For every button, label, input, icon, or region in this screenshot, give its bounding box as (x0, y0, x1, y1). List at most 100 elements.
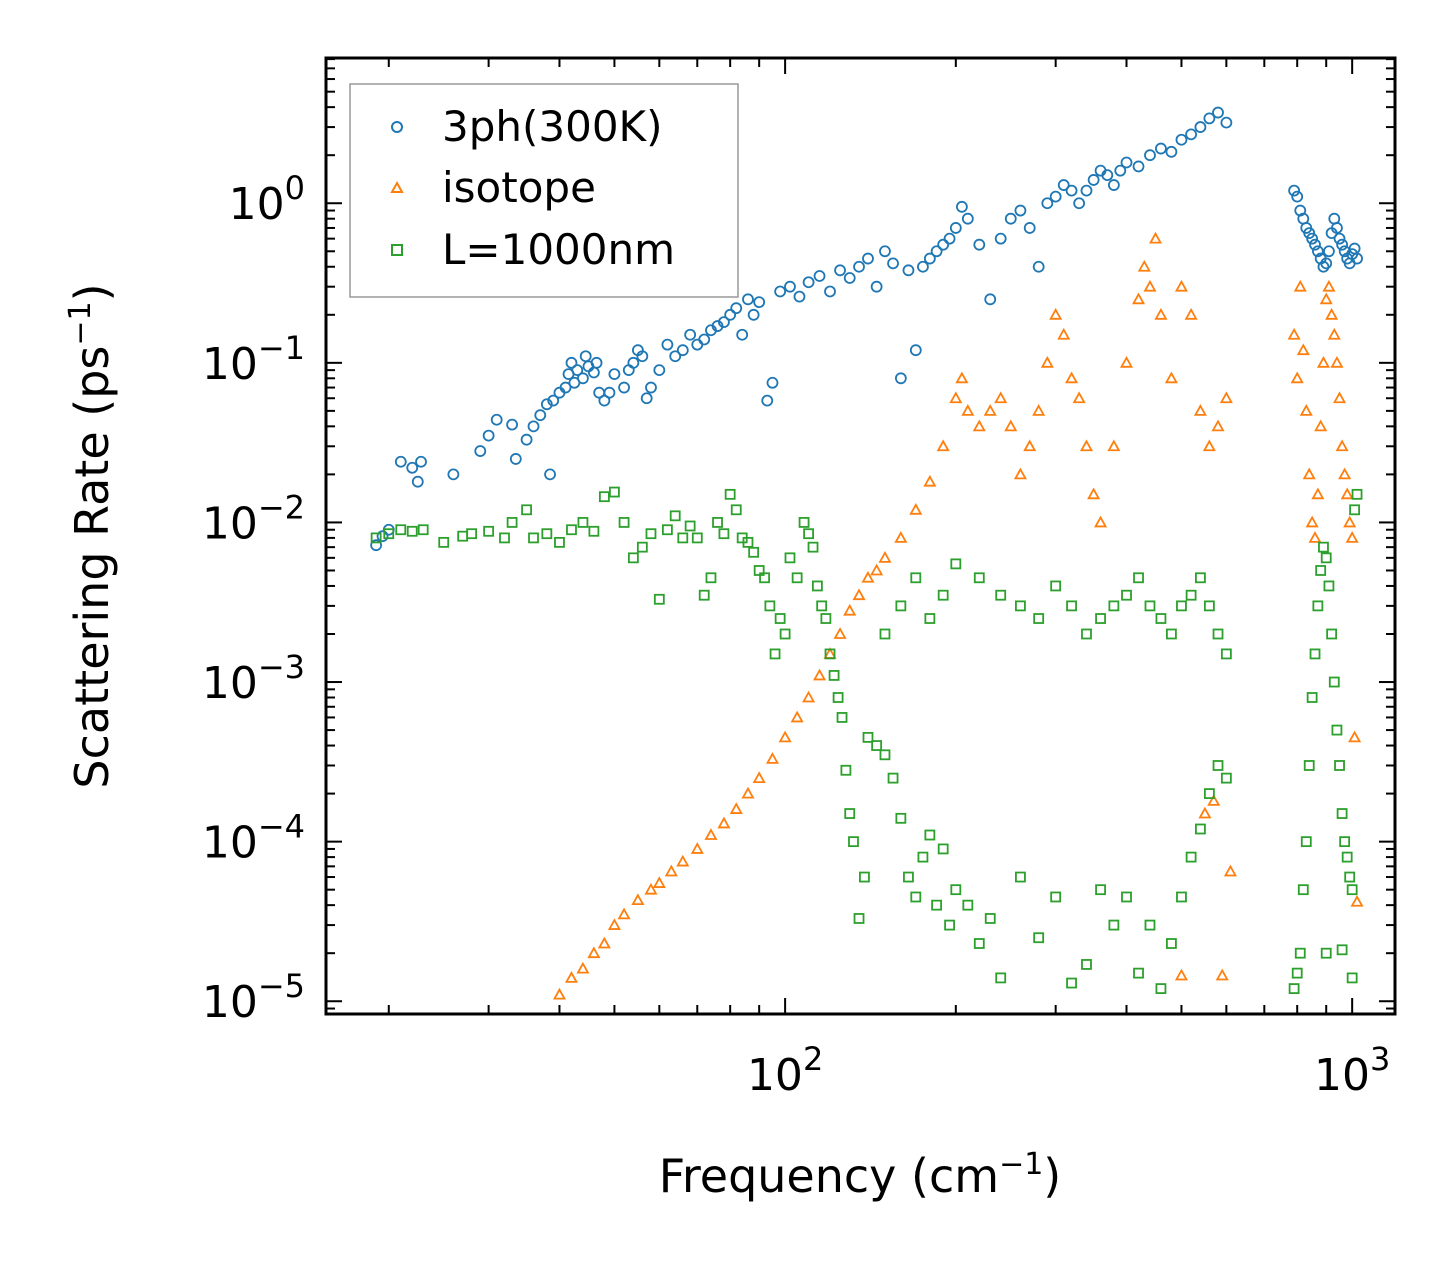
data-point (861, 570, 875, 583)
data-point (1311, 487, 1325, 500)
data-point (718, 528, 730, 540)
data-point (1325, 307, 1339, 320)
data-point (1331, 724, 1343, 736)
data-point (748, 546, 760, 558)
data-point (983, 404, 997, 416)
data-point (1066, 977, 1077, 989)
data-point (1155, 142, 1167, 155)
data-point (1300, 836, 1312, 848)
data-point (1336, 808, 1348, 819)
data-point (766, 376, 779, 389)
data-point (1144, 919, 1156, 931)
data-point (984, 293, 997, 306)
plot-frame (324, 56, 1397, 1016)
data-point (1040, 355, 1054, 368)
data-point (1081, 628, 1092, 640)
data-point (1185, 851, 1197, 863)
data-point (1087, 487, 1101, 500)
data-point (540, 398, 553, 411)
data-point (466, 528, 478, 540)
data-point (1165, 145, 1178, 158)
data-point (1004, 212, 1017, 225)
data-point (1013, 467, 1027, 480)
data-point (717, 816, 731, 829)
data-point (902, 264, 915, 277)
data-point (590, 356, 603, 369)
data-point (1335, 439, 1349, 452)
data-point (871, 740, 883, 751)
data-point (1023, 222, 1036, 234)
data-point (499, 532, 510, 544)
data-point (1294, 947, 1306, 959)
data-point (894, 372, 907, 385)
data-point (1066, 600, 1077, 612)
data-point (790, 710, 804, 723)
y-tick-label: 10−5 (202, 967, 305, 1028)
data-point (617, 907, 631, 920)
data-point (1132, 160, 1145, 173)
data-point (802, 690, 816, 703)
data-point (1330, 355, 1344, 368)
data-point (843, 272, 856, 284)
data-point (1133, 967, 1144, 979)
data-point (1073, 197, 1086, 210)
data-point (1348, 730, 1362, 743)
data-point (994, 391, 1008, 404)
data-point (1143, 279, 1157, 292)
data-point (1015, 600, 1026, 612)
series-triangle (552, 231, 1364, 1000)
data-point (1114, 164, 1127, 177)
data-point (930, 245, 943, 258)
data-point (653, 593, 665, 605)
legend-box (349, 83, 739, 298)
data-point (1137, 259, 1151, 272)
data-point (1033, 932, 1045, 944)
data-point (752, 771, 766, 784)
data-point (483, 525, 495, 537)
data-point (1107, 179, 1120, 191)
data-point (1349, 504, 1361, 516)
data-point (474, 445, 487, 457)
data-point (1316, 355, 1330, 368)
data-point (1195, 823, 1206, 835)
data-point (895, 600, 907, 612)
data-point (1095, 884, 1106, 896)
data-point (741, 786, 755, 799)
data-point (1346, 884, 1358, 896)
data-point (1065, 371, 1079, 384)
data-point (636, 350, 649, 363)
x-tick-label: 102 (747, 1040, 823, 1101)
data-point (724, 308, 737, 321)
data-point (1290, 371, 1304, 384)
data-point (1318, 541, 1329, 553)
data-point (824, 285, 836, 298)
data-point (1291, 967, 1303, 979)
data-point (653, 364, 666, 377)
data-point (1299, 404, 1313, 416)
data-point (1309, 238, 1321, 251)
data-point (1154, 307, 1168, 320)
data-point (1323, 580, 1335, 592)
data-point (1121, 589, 1132, 601)
data-point (544, 468, 556, 481)
data-point (1203, 788, 1215, 799)
data-point (955, 371, 969, 384)
data-point (645, 381, 657, 394)
data-point (1312, 600, 1324, 612)
data-point (1108, 600, 1120, 612)
data-point (644, 882, 658, 895)
data-point (447, 468, 460, 481)
data-point (1004, 419, 1018, 432)
data-point (1193, 404, 1207, 416)
data-point (490, 413, 503, 426)
data-point (1211, 419, 1225, 432)
data-point (1303, 760, 1315, 771)
data-point (747, 308, 760, 321)
data-point (564, 971, 579, 983)
data-point (576, 961, 590, 974)
data-point (765, 752, 780, 764)
legend-marker-boundary (391, 244, 403, 256)
data-point (577, 517, 589, 528)
data-point (1341, 851, 1353, 863)
data-markers (370, 106, 1364, 1000)
